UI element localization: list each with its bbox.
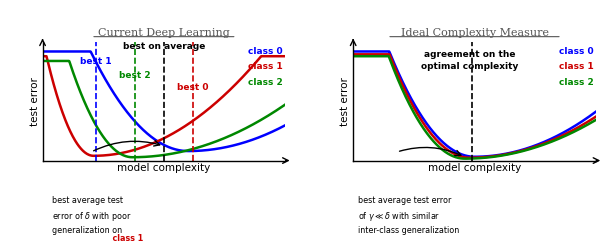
Text: class 2: class 2 bbox=[248, 78, 283, 86]
Text: class 2: class 2 bbox=[559, 78, 593, 86]
Text: class 1: class 1 bbox=[248, 62, 283, 71]
Text: class 1: class 1 bbox=[559, 62, 593, 71]
Text: class 1: class 1 bbox=[52, 196, 143, 243]
Text: best on average: best on average bbox=[123, 42, 205, 51]
Text: class 0: class 0 bbox=[248, 47, 283, 56]
Text: class 0: class 0 bbox=[559, 47, 593, 56]
Text: best average test error
of $\gamma \ll \delta$ with similar
inter-class generali: best average test error of $\gamma \ll \… bbox=[358, 196, 459, 235]
Title: Current Deep Learning: Current Deep Learning bbox=[98, 28, 230, 39]
Text: agreement on the
optimal complexity: agreement on the optimal complexity bbox=[421, 50, 519, 71]
Text: best average test
error of $\delta$ with poor
generalization on: best average test error of $\delta$ with… bbox=[52, 196, 132, 235]
Title: Ideal Complexity Measure: Ideal Complexity Measure bbox=[401, 28, 548, 39]
Text: best 0: best 0 bbox=[178, 83, 209, 92]
Text: best 1: best 1 bbox=[80, 57, 112, 66]
Text: best 2: best 2 bbox=[119, 71, 151, 80]
X-axis label: model complexity: model complexity bbox=[428, 163, 521, 173]
X-axis label: model complexity: model complexity bbox=[117, 163, 210, 173]
Y-axis label: test error: test error bbox=[30, 77, 40, 126]
Y-axis label: test error: test error bbox=[340, 77, 350, 126]
